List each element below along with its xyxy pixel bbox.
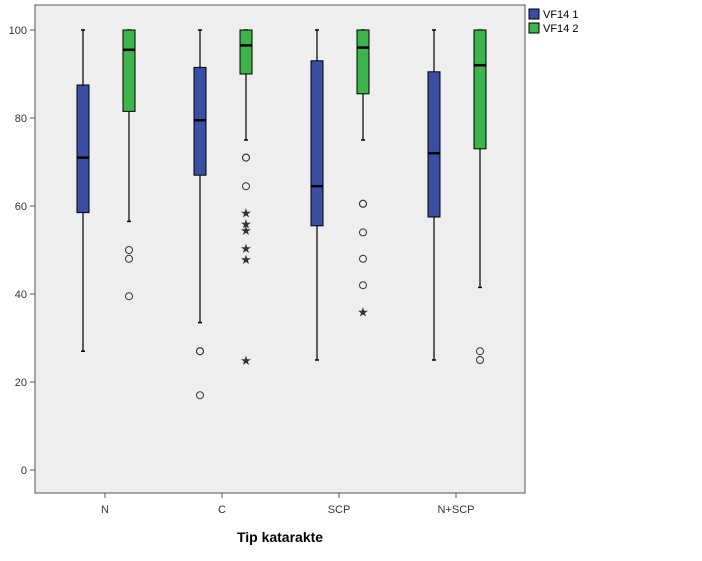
legend-swatch xyxy=(528,22,540,34)
y-tick-label: 40 xyxy=(15,289,27,301)
box-body xyxy=(239,29,253,75)
outlier-point xyxy=(359,228,367,237)
outlier-point xyxy=(242,182,250,191)
box-C-1 xyxy=(193,29,207,400)
box-body xyxy=(473,29,487,150)
box-N+SCP-1 xyxy=(427,29,441,361)
extreme-point: ★ xyxy=(357,306,369,321)
extreme-point: ★ xyxy=(240,207,252,222)
outlier-point xyxy=(125,246,133,254)
outlier-point xyxy=(196,347,204,356)
box-SCP-2: ★ xyxy=(356,29,370,321)
extreme-point: ★ xyxy=(240,218,252,233)
legend: VF14 1 VF14 2 xyxy=(528,8,578,35)
extreme-point: ★ xyxy=(240,253,252,268)
x-axis: N C SCP N+SCP xyxy=(101,493,475,516)
legend-label: VF14 1 xyxy=(543,9,578,21)
outlier-point xyxy=(359,199,367,208)
box-body xyxy=(122,29,136,112)
box-N-1 xyxy=(76,29,90,352)
outlier-point xyxy=(242,153,250,162)
x-tick-label: C xyxy=(218,504,226,516)
outlier-point xyxy=(476,347,484,356)
y-axis: 0 20 40 60 80 100 xyxy=(9,25,35,477)
outlier-point xyxy=(476,356,484,364)
extreme-point: ★ xyxy=(240,354,252,369)
x-tick-label: N xyxy=(101,504,109,516)
outlier-point xyxy=(359,281,367,290)
x-tick-label: N+SCP xyxy=(438,504,475,516)
box-body xyxy=(310,60,324,227)
outlier-point xyxy=(196,391,204,400)
outlier-point xyxy=(125,292,133,301)
x-tick-label: SCP xyxy=(328,504,351,516)
box-body xyxy=(356,29,370,95)
box-body xyxy=(427,71,441,218)
extreme-point: ★ xyxy=(240,242,252,257)
box-N-2 xyxy=(122,29,136,301)
y-tick-label: 60 xyxy=(15,201,27,213)
outlier-point xyxy=(125,254,133,263)
plot-area xyxy=(34,4,526,494)
box-SCP-1 xyxy=(310,29,324,361)
y-tick-label: 100 xyxy=(9,25,27,37)
box-N+SCP-2 xyxy=(473,29,487,364)
legend-label: VF14 2 xyxy=(543,23,578,35)
box-C-2: ★★★★★★ xyxy=(239,29,253,369)
box-body xyxy=(76,84,90,214)
legend-swatch xyxy=(528,8,540,20)
y-tick-label: 0 xyxy=(21,465,27,477)
outlier-point xyxy=(359,254,367,263)
boxes: ★★★★★★★ xyxy=(76,29,487,400)
y-tick-label: 20 xyxy=(15,377,27,389)
x-axis-title: Tip katarakte xyxy=(237,529,323,545)
y-tick-label: 80 xyxy=(15,113,27,125)
extreme-point: ★ xyxy=(240,224,252,239)
